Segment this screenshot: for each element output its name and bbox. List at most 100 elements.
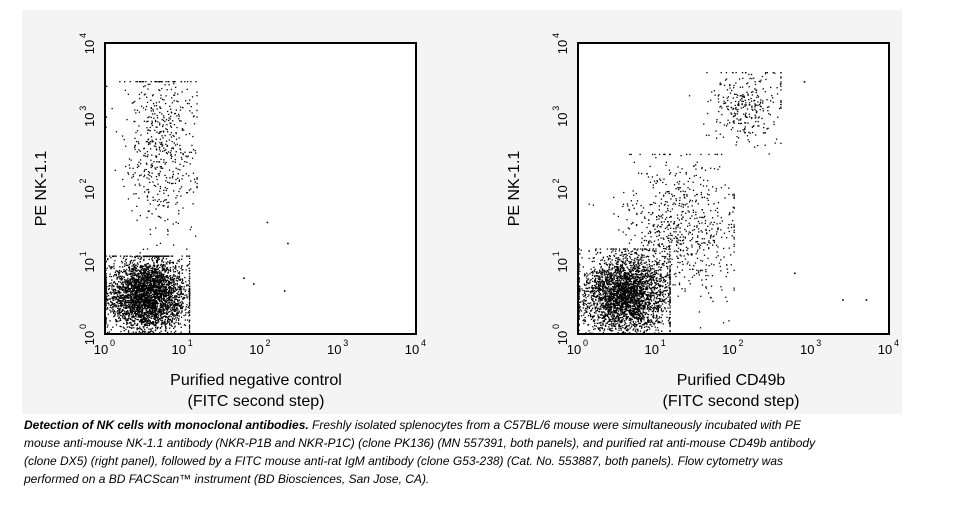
data-point [105,288,107,290]
data-point [127,277,129,279]
data-point [136,285,138,287]
data-point [137,311,139,314]
data-point [140,316,142,319]
data-point [161,284,163,286]
data-point [171,320,173,323]
data-point [184,122,187,125]
data-point [130,298,132,300]
data-point [152,181,154,183]
data-point [175,265,177,267]
data-point [136,270,138,272]
data-point [187,264,189,266]
data-point [192,203,194,205]
data-point [140,265,142,267]
data-point [158,281,160,283]
data-point [188,330,191,332]
data-point [150,312,152,314]
data-point [189,228,191,231]
data-point [142,300,144,302]
data-point [154,269,156,271]
data-point [171,318,174,320]
data-point [619,303,621,305]
data-point [165,316,167,319]
data-point [124,286,126,288]
data-point [165,333,167,335]
data-point [136,333,138,335]
data-point [125,320,128,322]
data-point [157,314,160,316]
data-point [125,313,127,315]
data-point [105,304,107,306]
data-point [164,264,166,266]
data-point [149,228,151,231]
data-point [190,188,192,190]
data-point [618,293,620,295]
data-point [148,309,151,311]
data-point [167,306,169,308]
data-point [186,255,188,257]
data-point [136,313,138,315]
data-point [168,315,170,318]
data-point [176,288,178,291]
data-point [128,288,130,290]
data-point [132,287,134,289]
data-point [158,279,161,281]
data-point [160,311,162,313]
data-point [163,117,165,119]
data-point [181,128,184,130]
data-point [132,101,135,104]
data-point [134,120,136,123]
data-point [161,322,163,324]
data-point [158,271,160,273]
data-point [186,192,189,194]
data-point [140,285,142,287]
data-point [619,274,621,276]
data-point [131,312,133,314]
data-point [136,274,138,276]
data-point [158,148,161,150]
data-point [155,292,157,294]
data-point [150,284,152,287]
data-point [604,269,606,271]
data-point [150,282,152,285]
data-point [123,305,125,307]
data-point [159,242,162,244]
data-point [131,293,133,295]
data-point [128,270,130,272]
x-tick-label: 10 [94,342,108,357]
data-point [119,325,121,327]
data-point [139,297,141,299]
data-point [178,300,180,302]
data-point [125,296,127,298]
data-point [127,264,129,267]
data-point [637,314,639,316]
data-point [168,287,170,290]
data-point [196,182,198,185]
data-point [163,269,165,271]
data-point [186,102,189,105]
data-point [154,81,156,83]
y-tick-exponent: 3 [78,106,88,111]
data-point [165,95,167,97]
data-point [188,275,191,278]
data-point [171,177,174,179]
data-point [157,215,160,217]
data-point [660,273,662,275]
data-point [120,311,122,313]
y-tick-exponent: 2 [78,178,88,183]
data-point [122,308,124,311]
data-point [123,327,125,329]
data-point [152,313,155,315]
data-point [123,139,125,141]
data-point [110,282,112,284]
data-point [161,141,163,144]
data-point [632,289,635,291]
data-point [180,267,182,270]
data-point [661,276,663,278]
data-point [130,260,132,262]
data-point [146,298,148,300]
data-point [156,279,158,281]
data-point [141,329,143,331]
data-point [134,306,136,308]
data-point [156,271,159,273]
